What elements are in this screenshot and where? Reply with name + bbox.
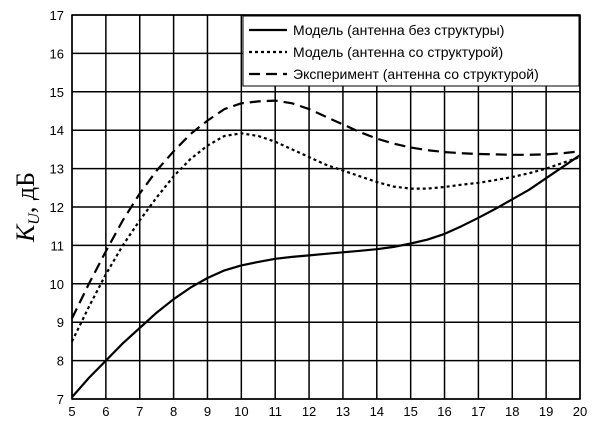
x-tick-label: 13	[336, 404, 350, 419]
y-axis-label: KU, дБ	[11, 172, 43, 243]
legend-label-3: Эксперимент (антенна со структурой)	[293, 66, 539, 82]
y-tick-label: 16	[50, 46, 64, 61]
y-axis-subscript: U	[26, 212, 43, 225]
x-tick-label: 18	[505, 404, 519, 419]
x-tick-label: 20	[573, 404, 587, 419]
y-tick-label: 7	[57, 392, 64, 407]
legend-label-1: Модель (антенна без структуры)	[293, 22, 504, 38]
x-tick-label: 16	[437, 404, 451, 419]
x-tick-label: 8	[170, 404, 177, 419]
y-tick-label: 9	[57, 315, 64, 330]
series-lines	[71, 99, 581, 398]
tick-labels: 5 6 7 8 9 10 11 12 13 14 15 16 17 18 19 20 7 8 9 10 11 12 13 14…	[50, 8, 588, 419]
y-tick-label: 12	[50, 200, 64, 215]
plot-frame	[71, 14, 581, 400]
x-tick-label: 5	[68, 404, 75, 419]
y-tick-label: 10	[50, 277, 64, 292]
y-axis-title: KU, дБ	[11, 172, 43, 243]
legend-box	[242, 15, 580, 87]
series-line-3	[71, 99, 581, 319]
x-tick-label: 17	[471, 404, 485, 419]
legend: Модель (антенна без структуры) Модель (ан…	[242, 15, 580, 87]
y-tick-label: 11	[51, 238, 65, 253]
series-line-2	[71, 132, 581, 342]
x-tick-label: 9	[204, 404, 211, 419]
x-tick-label: 14	[370, 404, 384, 419]
legend-label-2: Модель (антенна со структурой)	[293, 44, 503, 60]
x-tick-label: 19	[539, 404, 553, 419]
y-tick-label: 14	[50, 123, 64, 138]
x-tick-label: 11	[268, 404, 282, 419]
x-tick-label: 10	[234, 404, 248, 419]
x-tick-label: 6	[102, 404, 109, 419]
y-tick-label: 15	[50, 85, 64, 100]
y-axis-unit: , дБ	[11, 172, 40, 213]
y-tick-label: 17	[50, 8, 64, 23]
y-tick-label: 13	[50, 162, 64, 177]
y-tick-label: 8	[57, 354, 64, 369]
x-tick-label: 15	[403, 404, 417, 419]
series-line-1	[71, 154, 581, 398]
x-tick-label: 12	[302, 404, 316, 419]
y-axis-symbol: K	[11, 223, 40, 243]
x-tick-label: 7	[136, 404, 143, 419]
